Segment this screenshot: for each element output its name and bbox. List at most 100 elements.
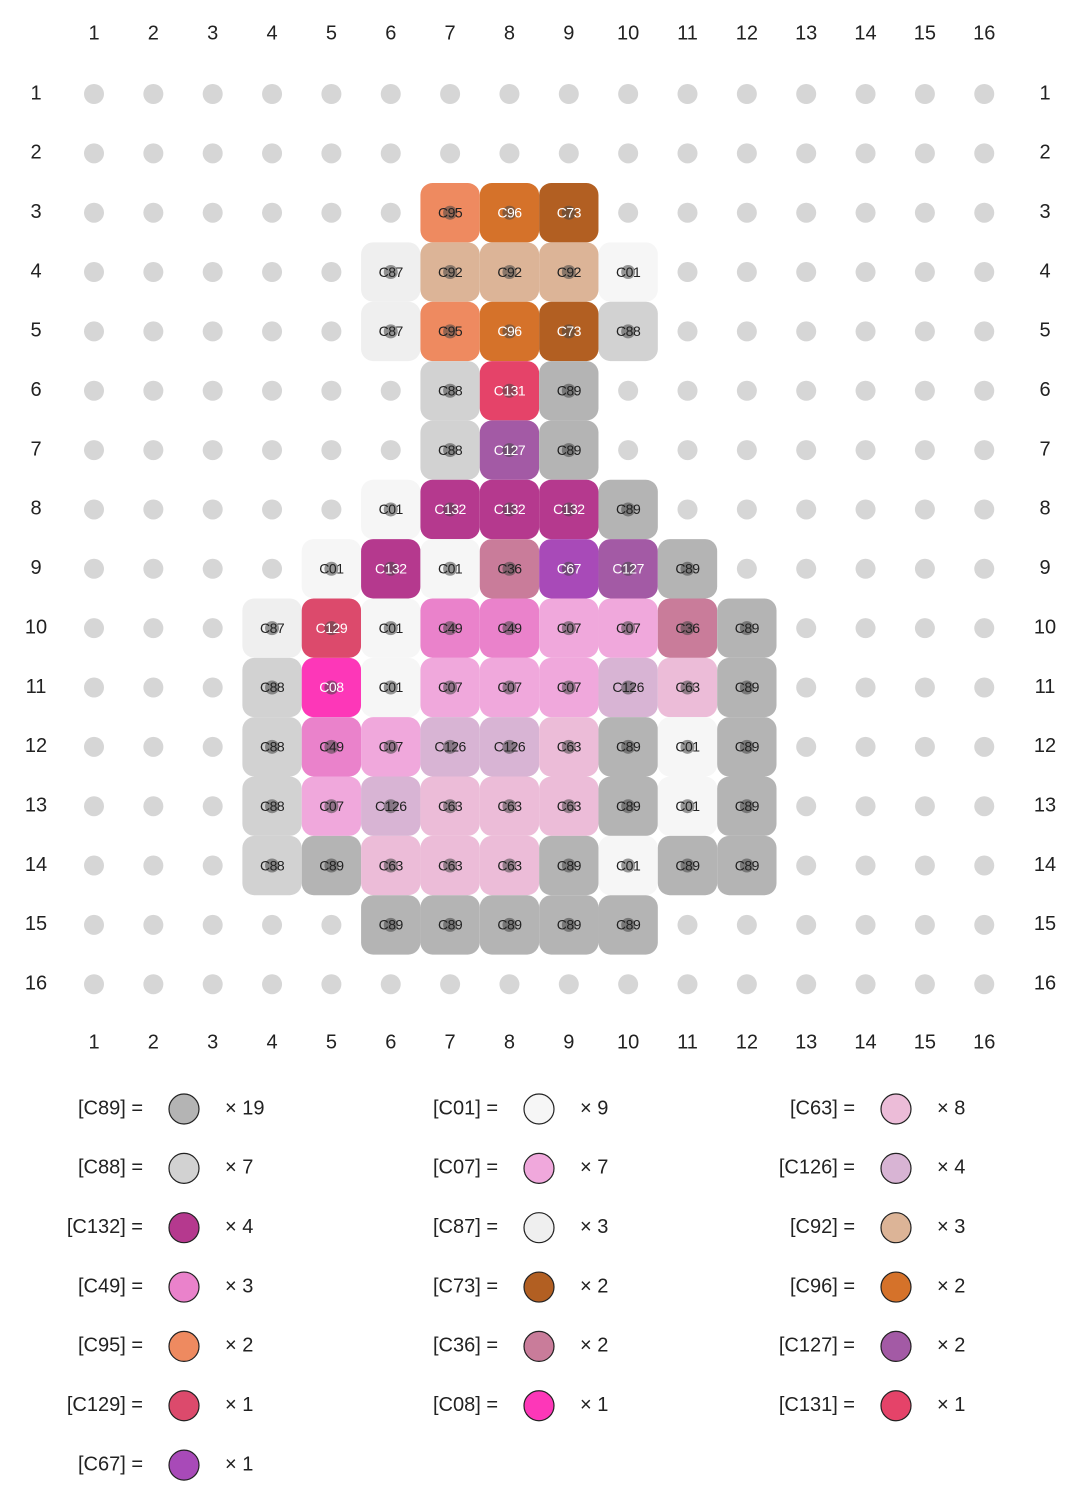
bead: C96 — [479, 183, 540, 243]
bead-hole — [561, 324, 576, 339]
bead-code: C01 — [675, 798, 700, 814]
empty-peg — [558, 974, 579, 995]
empty-peg — [855, 380, 876, 401]
legend-count: × 3 — [225, 1275, 253, 1297]
bead-hole — [561, 621, 576, 636]
empty-peg — [262, 321, 283, 342]
bead-hole — [739, 799, 754, 814]
row-label: 16 — [1034, 973, 1056, 995]
column-label: 12 — [736, 22, 758, 44]
bead-hole — [324, 858, 339, 873]
row-label: 4 — [1039, 260, 1050, 282]
empty-peg — [914, 558, 935, 579]
bead-code: C07 — [616, 620, 641, 636]
legend-swatch — [523, 1212, 555, 1244]
row-label: 6 — [30, 379, 41, 401]
empty-peg — [796, 974, 817, 995]
empty-peg — [84, 974, 104, 995]
bead-code: C89 — [557, 442, 582, 458]
empty-peg — [380, 84, 401, 104]
empty-peg — [202, 321, 223, 342]
row-label: 5 — [30, 320, 41, 342]
empty-peg — [143, 321, 164, 342]
bead-hole — [383, 917, 398, 932]
legend-swatch — [168, 1152, 200, 1184]
empty-peg — [262, 914, 283, 935]
bead: C63 — [479, 835, 540, 896]
bead: C89 — [598, 895, 658, 955]
row-label: 3 — [1039, 201, 1050, 223]
empty-peg — [855, 321, 876, 342]
bead: C95 — [420, 183, 480, 243]
empty-peg — [202, 796, 223, 817]
bead-code: C49 — [438, 620, 463, 636]
row-label: 14 — [1034, 854, 1056, 876]
empty-peg — [143, 202, 164, 223]
bead-code: C126 — [434, 739, 466, 755]
legend-entry: [C132] = × 4 — [67, 1212, 253, 1244]
bead: C88 — [242, 657, 302, 718]
bead: C49 — [420, 598, 480, 658]
bead-code: C132 — [553, 501, 585, 517]
legend-entry: [C07] = × 7 — [433, 1152, 608, 1184]
legend-entry: [C08] = × 1 — [433, 1390, 608, 1422]
empty-peg — [677, 914, 698, 935]
bead: C129 — [301, 598, 362, 658]
bead-code: C92 — [497, 264, 522, 280]
bead-code: C132 — [375, 561, 407, 577]
column-label: 2 — [148, 22, 159, 44]
empty-peg — [143, 914, 164, 935]
bead-hole — [502, 858, 517, 873]
legend-count: × 4 — [225, 1216, 253, 1238]
bead: C89 — [717, 598, 777, 658]
row-label: 15 — [1034, 913, 1056, 935]
bead: C132 — [539, 479, 599, 540]
empty-peg — [914, 202, 935, 223]
empty-peg — [262, 262, 283, 283]
legend-swatch — [168, 1449, 200, 1481]
column-label: 15 — [914, 1031, 936, 1053]
legend-swatch — [880, 1271, 912, 1303]
bead-hole — [383, 324, 398, 339]
empty-peg — [736, 974, 757, 995]
bead-hole — [561, 502, 576, 517]
legend-label: [C01] = — [433, 1097, 498, 1119]
empty-peg — [202, 262, 223, 283]
legend-count: × 2 — [580, 1335, 608, 1357]
bead: C89 — [539, 895, 599, 955]
empty-peg — [380, 974, 401, 995]
column-label: 16 — [973, 22, 995, 44]
empty-peg — [262, 84, 283, 104]
empty-peg — [914, 618, 935, 639]
empty-peg — [618, 380, 639, 401]
bead: C01 — [598, 242, 658, 302]
empty-peg — [914, 380, 935, 401]
empty-peg — [84, 262, 104, 283]
row-label: 9 — [30, 557, 41, 579]
legend-swatch — [880, 1390, 912, 1422]
empty-peg — [321, 914, 342, 935]
bead-code: C63 — [557, 798, 582, 814]
bead-code: C89 — [319, 857, 344, 873]
legend-swatch — [523, 1152, 555, 1184]
empty-peg — [914, 499, 935, 520]
empty-peg — [84, 440, 104, 461]
bead-hole — [739, 739, 754, 754]
bead: C88 — [242, 717, 302, 777]
empty-peg — [202, 736, 223, 757]
empty-peg — [677, 262, 698, 283]
column-label: 4 — [266, 1031, 277, 1053]
bead-hole — [561, 799, 576, 814]
bead-hole — [621, 324, 636, 339]
empty-peg — [974, 914, 995, 935]
empty-peg — [440, 143, 461, 164]
legend-label: [C131] = — [779, 1394, 855, 1416]
empty-peg — [618, 143, 639, 164]
bead-code: C126 — [375, 798, 407, 814]
bead-code: C88 — [616, 323, 641, 339]
empty-peg — [914, 974, 935, 995]
empty-peg — [202, 202, 223, 223]
empty-peg — [380, 202, 401, 223]
legend-label: [C73] = — [433, 1275, 498, 1297]
